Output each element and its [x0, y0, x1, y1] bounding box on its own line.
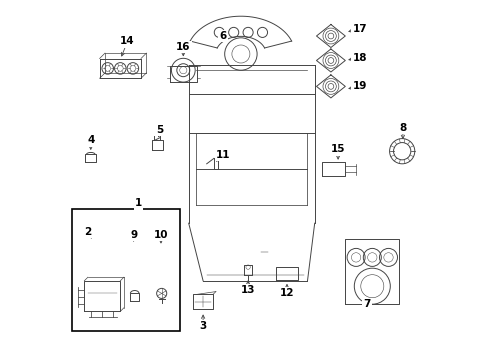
Text: 4: 4 [87, 135, 94, 145]
Text: 11: 11 [215, 150, 230, 160]
Text: 6: 6 [219, 31, 226, 41]
Text: 17: 17 [352, 24, 366, 34]
Text: 8: 8 [399, 123, 406, 133]
Text: 12: 12 [279, 288, 294, 298]
Bar [72, 209, 179, 331]
Text: 15: 15 [330, 144, 345, 154]
Text: 13: 13 [241, 285, 255, 295]
Text: 5: 5 [156, 125, 163, 135]
Text: 10: 10 [153, 230, 168, 240]
Text: 1: 1 [134, 198, 142, 208]
Text: 2: 2 [84, 227, 91, 237]
Text: 14: 14 [120, 36, 135, 46]
Text: 7: 7 [363, 299, 370, 309]
Text: 3: 3 [199, 321, 206, 331]
Text: 9: 9 [130, 230, 137, 240]
Text: 18: 18 [352, 53, 366, 63]
Text: 16: 16 [176, 42, 190, 52]
Text: 19: 19 [352, 81, 366, 91]
